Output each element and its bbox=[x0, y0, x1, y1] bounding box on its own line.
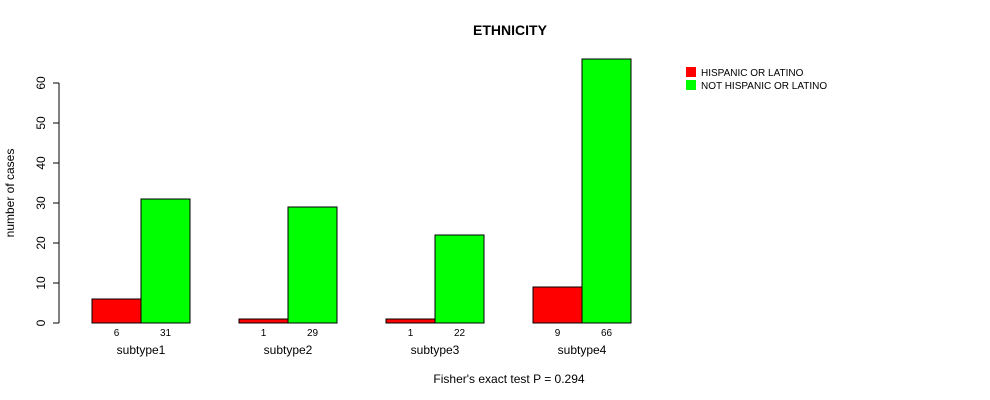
bar-value-label: 31 bbox=[160, 328, 172, 339]
legend-swatch bbox=[686, 80, 696, 90]
y-axis-label: number of cases bbox=[3, 149, 17, 238]
bar-subtype3-series1 bbox=[385, 318, 436, 324]
bar-value-label: 22 bbox=[454, 328, 466, 339]
y-tick-label: 30 bbox=[34, 196, 48, 210]
legend-label: HISPANIC OR LATINO bbox=[701, 68, 804, 79]
bar-subtype2-series1 bbox=[238, 318, 289, 324]
bar-subtype4-series1 bbox=[532, 286, 583, 324]
y-tick-label: 40 bbox=[34, 156, 48, 170]
x-category-label: subtype3 bbox=[411, 343, 460, 357]
bar-value-label: 6 bbox=[114, 328, 120, 339]
y-axis: 0 10 20 30 40 50 60 bbox=[34, 76, 60, 326]
bar-subtype1-series2 bbox=[140, 198, 191, 324]
footnote-fisher-test: Fisher's exact test P = 0.294 bbox=[433, 372, 584, 386]
y-tick-label: 60 bbox=[34, 76, 48, 90]
x-category-label: subtype4 bbox=[558, 343, 607, 357]
bar-subtype2-series2 bbox=[287, 206, 338, 324]
bar-subtype3-series2 bbox=[434, 234, 485, 324]
y-tick-label: 0 bbox=[34, 319, 48, 326]
bar-value-label: 9 bbox=[555, 328, 561, 339]
chart-title: ETHNICITY bbox=[473, 22, 548, 38]
legend: HISPANIC OR LATINO NOT HISPANIC OR LATINO bbox=[686, 67, 827, 92]
bar-subtype4-series2 bbox=[581, 58, 632, 324]
y-tick-label: 20 bbox=[34, 236, 48, 250]
y-tick-label: 10 bbox=[34, 276, 48, 290]
bar-value-label: 66 bbox=[601, 328, 613, 339]
x-category-label: subtype2 bbox=[264, 343, 313, 357]
legend-swatch bbox=[686, 67, 696, 77]
bar-value-label: 29 bbox=[307, 328, 319, 339]
bar-subtype1-series1 bbox=[91, 298, 142, 324]
x-axis-labels: 6 31 subtype1 1 29 subtype2 1 22 subtype3 9 66 subt… bbox=[114, 328, 613, 357]
bar-value-label: 1 bbox=[408, 328, 414, 339]
bars-group bbox=[91, 58, 632, 324]
legend-label: NOT HISPANIC OR LATINO bbox=[701, 81, 827, 92]
x-category-label: subtype1 bbox=[117, 343, 166, 357]
bar-value-label: 1 bbox=[261, 328, 267, 339]
y-tick-label: 50 bbox=[34, 116, 48, 130]
